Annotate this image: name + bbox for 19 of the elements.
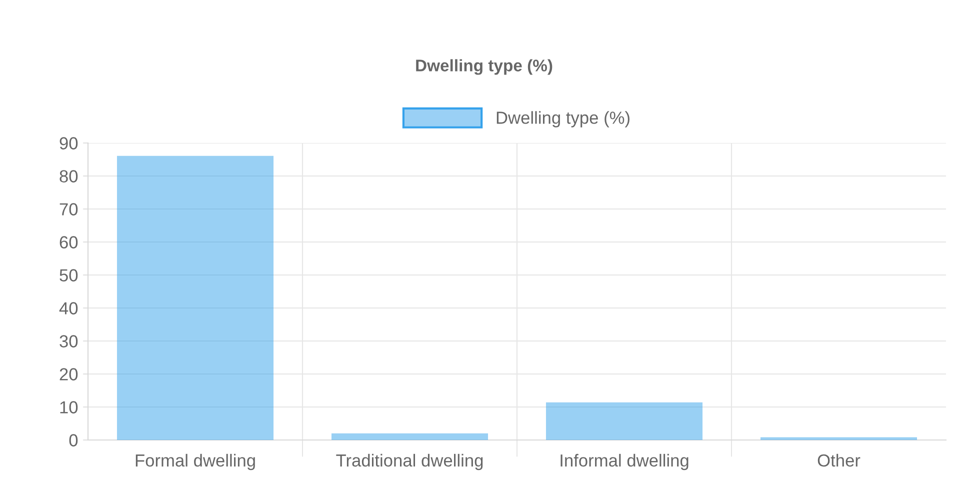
chart-title: Dwelling type (%) xyxy=(416,59,552,75)
y-tick-label: 70 xyxy=(60,203,78,216)
y-tick-label: 90 xyxy=(60,137,78,150)
bar xyxy=(116,156,274,440)
y-tick-label: 80 xyxy=(60,170,78,182)
y-tick-label: 10 xyxy=(60,401,78,414)
y-tick-label: 0 xyxy=(69,434,78,446)
y-tick-label: 20 xyxy=(60,368,78,380)
legend-label: Dwelling type (%) xyxy=(496,111,630,128)
x-tick-label: Other xyxy=(818,454,860,467)
y-tick-label: 40 xyxy=(59,302,78,314)
x-tick-label: Formal dwelling xyxy=(136,454,255,470)
x-tick-label: Traditional dwelling xyxy=(336,454,483,470)
x-tick-label: Informal dwelling xyxy=(560,454,688,470)
y-tick-label: 60 xyxy=(60,236,78,248)
y-tick-label: 30 xyxy=(60,335,78,348)
bar xyxy=(331,433,488,440)
bar xyxy=(546,402,703,440)
y-tick-label: 50 xyxy=(60,269,78,282)
